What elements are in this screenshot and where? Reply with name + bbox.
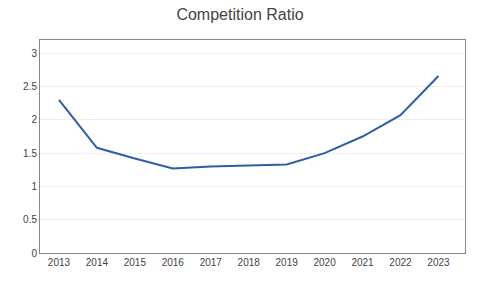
svg-text:3: 3: [31, 48, 37, 59]
svg-text:2: 2: [31, 114, 37, 125]
svg-text:1: 1: [31, 181, 37, 192]
svg-text:2.5: 2.5: [23, 81, 37, 92]
svg-text:2019: 2019: [276, 257, 299, 268]
svg-text:Competition Ratio: Competition Ratio: [176, 6, 303, 23]
svg-text:2020: 2020: [313, 257, 336, 268]
svg-text:2022: 2022: [389, 257, 412, 268]
svg-text:2021: 2021: [351, 257, 374, 268]
svg-text:2015: 2015: [124, 257, 147, 268]
svg-text:2018: 2018: [238, 257, 261, 268]
svg-text:0.5: 0.5: [23, 214, 37, 225]
svg-text:1.5: 1.5: [23, 148, 37, 159]
svg-text:2014: 2014: [86, 257, 109, 268]
svg-text:0: 0: [31, 248, 37, 259]
svg-text:2013: 2013: [48, 257, 71, 268]
svg-text:2016: 2016: [162, 257, 185, 268]
svg-text:2017: 2017: [200, 257, 223, 268]
svg-text:2023: 2023: [427, 257, 450, 268]
